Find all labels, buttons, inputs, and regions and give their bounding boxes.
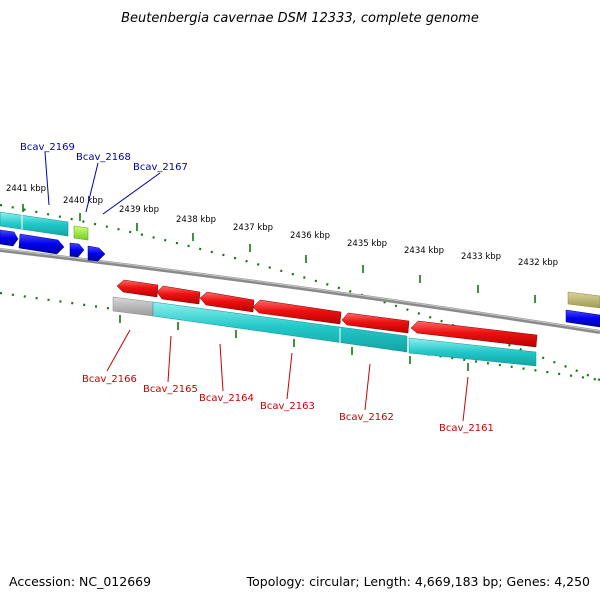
tick-label: 2438 kbp: [176, 215, 216, 225]
reverse-cyan-band: [152, 301, 408, 353]
gene-forward-feature[interactable]: [87, 245, 106, 262]
tick-label: 2433 kbp: [461, 252, 501, 262]
gene-label-bcav-2166[interactable]: Bcav_2166: [82, 374, 137, 385]
gene-label-bcav-2163[interactable]: Bcav_2163: [260, 401, 315, 412]
gene-label-bcav-2168[interactable]: Bcav_2168: [76, 152, 131, 163]
gene-forward-feature[interactable]: [69, 242, 85, 258]
accession-text: Accession: NC_012669: [9, 574, 151, 589]
gene-label-bcav-2164[interactable]: Bcav_2164: [199, 393, 254, 404]
gene-bcav-2166-feature[interactable]: [116, 279, 159, 298]
inner-major-ticks: [119, 315, 469, 371]
gene-forward-feature[interactable]: [18, 233, 65, 255]
tick-label: 2437 kbp: [233, 223, 273, 233]
gene-right-blue-feature[interactable]: [565, 309, 600, 328]
gene-bcav-2163-feature[interactable]: [252, 299, 342, 325]
gene-bcav-2162-feature[interactable]: [341, 312, 410, 334]
gene-right-olive-feature[interactable]: [567, 291, 600, 309]
forward-cyan-band: [0, 211, 69, 237]
gene-bcav-2168-feature[interactable]: [73, 225, 89, 241]
tick-label: 2440 kbp: [63, 196, 103, 206]
gene-label-bcav-2165[interactable]: Bcav_2165: [143, 384, 198, 395]
tick-label: 2435 kbp: [347, 239, 387, 249]
map-title: Beutenbergia cavernae DSM 12333, complet…: [121, 11, 479, 26]
outer-major-ticks: [22, 204, 536, 303]
gene-label-bcav-2161[interactable]: Bcav_2161: [439, 423, 494, 434]
genome-backbone: [0, 248, 600, 334]
tick-label: 2441 kbp: [6, 184, 46, 194]
topology-text: Topology: circular; Length: 4,669,183 bp…: [246, 574, 590, 589]
reverse-gray-band: [112, 296, 154, 317]
reverse-cyan-band: [408, 337, 537, 367]
tick-label: 2432 kbp: [518, 258, 558, 268]
gene-bcav-2164-feature[interactable]: [199, 291, 255, 313]
tick-label: 2436 kbp: [290, 231, 330, 241]
tick-label: 2434 kbp: [404, 246, 444, 256]
gene-label-bcav-2167[interactable]: Bcav_2167: [133, 162, 188, 173]
gene-bcav-2161-feature[interactable]: [410, 320, 538, 348]
reverse-leaders: [106, 329, 469, 422]
forward-leaders: [44, 151, 161, 215]
backbone-highlight: [0, 248, 600, 332]
gene-label-bcav-2162[interactable]: Bcav_2162: [339, 412, 394, 423]
gene-bcav-2165-feature[interactable]: [156, 285, 201, 305]
gene-label-bcav-2169[interactable]: Bcav_2169: [20, 142, 75, 153]
inner-tick-ring: [0, 291, 600, 382]
gene-forward-feature[interactable]: [0, 229, 19, 247]
tick-label: 2439 kbp: [119, 205, 159, 215]
